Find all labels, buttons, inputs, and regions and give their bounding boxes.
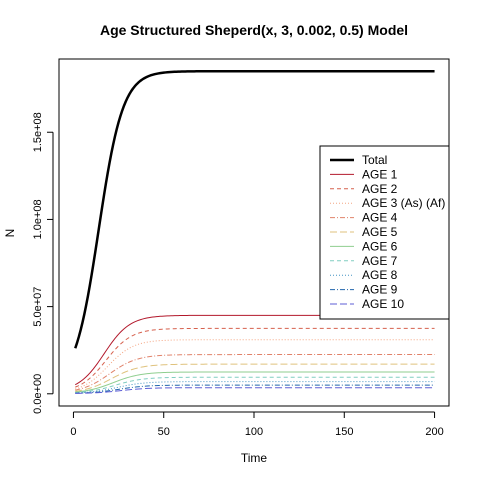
y-axis-label: N xyxy=(3,229,17,238)
legend-label: AGE 6 xyxy=(362,239,398,253)
series-line-age-5 xyxy=(75,363,435,392)
x-tick-label: 0 xyxy=(70,426,76,438)
series-line-age-2 xyxy=(75,327,435,388)
series-line-age-9 xyxy=(75,384,435,394)
legend-label: Total xyxy=(362,153,387,167)
x-tick-label: 50 xyxy=(158,426,170,438)
legend-label: AGE 9 xyxy=(362,283,398,297)
x-tick-label: 200 xyxy=(425,426,443,438)
series-line-age-3 xyxy=(75,339,435,390)
x-tick-label: 100 xyxy=(245,426,263,438)
legend-label: AGE 1 xyxy=(362,167,398,181)
legend-label: AGE 4 xyxy=(362,211,398,225)
series-line-age-8 xyxy=(75,381,435,394)
series-line-age-4 xyxy=(75,354,435,391)
y-tick-label: 1.0e+08 xyxy=(32,199,44,239)
legend-label: AGE 3 (As) (Af) xyxy=(362,196,445,210)
legend-label: AGE 10 xyxy=(362,297,404,311)
axes: 0 50 100 150 200 0.0e+00 5.0e+07 1.0e+08 1.5e+08 xyxy=(32,58,450,438)
plot-area xyxy=(74,69,435,394)
legend-label: AGE 7 xyxy=(362,254,398,268)
series-line-age-6 xyxy=(75,371,435,393)
chart-title: Age Structured Sheperd(x, 3, 0.002, 0.5)… xyxy=(100,22,408,38)
y-tick-label: 5.0e+07 xyxy=(32,287,44,327)
x-axis-label: Time xyxy=(241,451,268,465)
legend-label: AGE 5 xyxy=(362,225,398,239)
y-tick-label: 0.0e+00 xyxy=(32,374,44,414)
y-tick-label: 1.5e+08 xyxy=(32,112,44,152)
legend-label: AGE 2 xyxy=(362,182,398,196)
legend-label: AGE 8 xyxy=(362,268,398,282)
series-line-age-10 xyxy=(75,387,435,394)
series-line-total xyxy=(74,69,435,349)
x-tick-label: 150 xyxy=(335,426,353,438)
